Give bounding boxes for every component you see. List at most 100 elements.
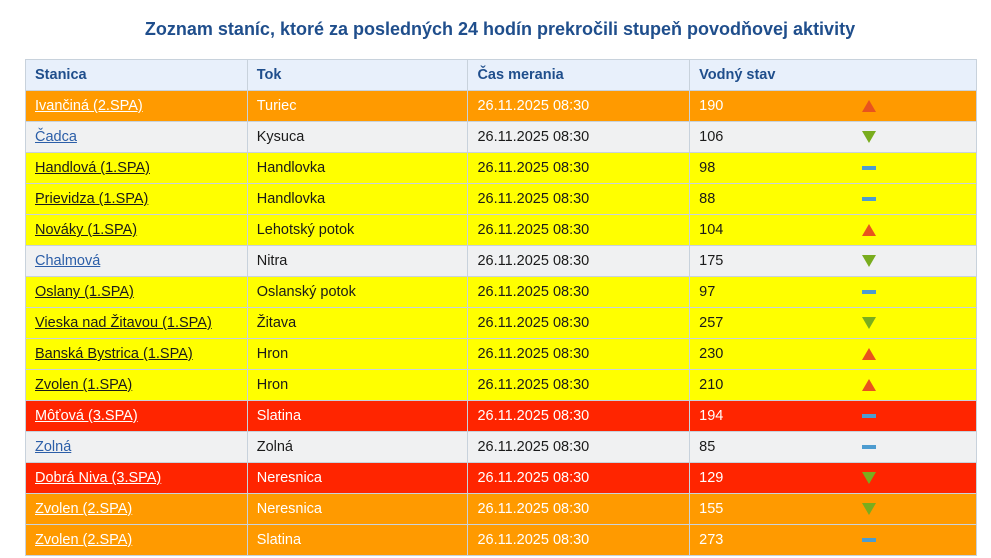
trend-flat-icon-shape bbox=[862, 414, 877, 418]
station-link[interactable]: Čadca bbox=[35, 129, 77, 145]
trend-flat-icon bbox=[859, 197, 879, 201]
trend-flat-icon-shape bbox=[862, 166, 877, 170]
station-cell: Zvolen (2.SPA) bbox=[25, 524, 248, 556]
table-row: Vieska nad Žitavou (1.SPA) Žitava 26.11.20… bbox=[25, 307, 977, 339]
time-cell: 26.11.2025 08:30 bbox=[467, 400, 691, 432]
trend-up-icon-shape bbox=[862, 100, 877, 112]
level-cell: 85 bbox=[689, 431, 977, 463]
trend-down-icon-shape bbox=[862, 472, 877, 484]
station-cell: Ivančiná (2.SPA) bbox=[25, 90, 248, 122]
time-cell: 26.11.2025 08:30 bbox=[467, 276, 691, 308]
station-link[interactable]: Zvolen (2.SPA) bbox=[35, 532, 133, 548]
river-cell: Nitra bbox=[246, 245, 469, 277]
page-title: Zoznam staníc, ktoré za posledných 24 ho… bbox=[144, 19, 856, 39]
station-link[interactable]: Zolná bbox=[35, 439, 72, 455]
river-cell: Slatina bbox=[246, 524, 469, 556]
trend-up-icon-shape bbox=[862, 348, 877, 360]
level-cell: 97 bbox=[689, 276, 977, 308]
trend-down-icon bbox=[859, 472, 879, 484]
station-link[interactable]: Ivančiná (2.SPA) bbox=[35, 98, 143, 114]
table-row: Čadca Kysuca 26.11.2025 08:30 106 bbox=[25, 121, 977, 153]
river-cell: Lehotský potok bbox=[246, 214, 469, 246]
trend-flat-icon-shape bbox=[862, 197, 877, 201]
time-cell: 26.11.2025 08:30 bbox=[467, 462, 691, 494]
station-link[interactable]: Zvolen (2.SPA) bbox=[35, 501, 133, 517]
river-cell: Neresnica bbox=[246, 462, 469, 494]
table-header-row: Stanica Tok Čas merania Vodný stav bbox=[25, 59, 977, 91]
table-row: Ivančiná (2.SPA) Turiec 26.11.2025 08:30 19… bbox=[25, 90, 977, 122]
trend-up-icon bbox=[859, 348, 879, 360]
water-level-value: 210 bbox=[699, 377, 724, 393]
time-cell: 26.11.2025 08:30 bbox=[467, 338, 691, 370]
level-cell: 210 bbox=[689, 369, 977, 401]
header-level: Vodný stav bbox=[689, 59, 977, 91]
water-level-value: 155 bbox=[699, 501, 724, 517]
trend-down-icon bbox=[859, 503, 879, 515]
water-level-value: 190 bbox=[699, 98, 724, 114]
river-cell: Hron bbox=[246, 338, 469, 370]
station-link[interactable]: Môťová (3.SPA) bbox=[35, 408, 138, 424]
level-cell: 155 bbox=[689, 493, 977, 525]
station-link[interactable]: Handlová (1.SPA) bbox=[35, 160, 150, 176]
station-link[interactable]: Zvolen (1.SPA) bbox=[35, 377, 133, 393]
level-cell: 273 bbox=[689, 524, 977, 556]
water-level-value: 97 bbox=[699, 284, 716, 300]
trend-down-icon bbox=[859, 255, 879, 267]
station-link[interactable]: Chalmová bbox=[35, 253, 101, 269]
time-cell: 26.11.2025 08:30 bbox=[467, 307, 691, 339]
water-level-value: 230 bbox=[699, 346, 724, 362]
time-cell: 26.11.2025 08:30 bbox=[467, 90, 691, 122]
time-cell: 26.11.2025 08:30 bbox=[467, 524, 691, 556]
station-link[interactable]: Vieska nad Žitavou (1.SPA) bbox=[35, 315, 212, 331]
trend-up-icon bbox=[859, 100, 879, 112]
table-row: Nováky (1.SPA) Lehotský potok 26.11.2025 0… bbox=[25, 214, 977, 246]
station-link[interactable]: Prievidza (1.SPA) bbox=[35, 191, 149, 207]
level-cell: 194 bbox=[689, 400, 977, 432]
water-level-value: 273 bbox=[699, 532, 724, 548]
level-cell: 104 bbox=[689, 214, 977, 246]
time-cell: 26.11.2025 08:30 bbox=[467, 214, 691, 246]
station-cell: Zolná bbox=[25, 431, 248, 463]
station-cell: Dobrá Niva (3.SPA) bbox=[25, 462, 248, 494]
water-level-value: 175 bbox=[699, 253, 724, 269]
river-cell: Turiec bbox=[246, 90, 469, 122]
level-cell: 106 bbox=[689, 121, 977, 153]
table-row: Prievidza (1.SPA) Handlovka 26.11.2025 08:… bbox=[25, 183, 977, 215]
station-link[interactable]: Dobrá Niva (3.SPA) bbox=[35, 470, 162, 486]
trend-down-icon-shape bbox=[862, 131, 877, 143]
station-cell: Môťová (3.SPA) bbox=[25, 400, 248, 432]
time-cell: 26.11.2025 08:30 bbox=[467, 369, 691, 401]
table-row: Zvolen (2.SPA) Neresnica 26.11.2025 08:30 1… bbox=[25, 493, 977, 525]
station-cell: Chalmová bbox=[25, 245, 248, 277]
table-row: Chalmová Nitra 26.11.2025 08:30 175 bbox=[25, 245, 977, 277]
station-cell: Nováky (1.SPA) bbox=[25, 214, 248, 246]
header-time: Čas merania bbox=[467, 59, 691, 91]
time-cell: 26.11.2025 08:30 bbox=[467, 183, 691, 215]
water-level-value: 129 bbox=[699, 470, 724, 486]
river-cell: Handlovka bbox=[246, 152, 469, 184]
station-link[interactable]: Nováky (1.SPA) bbox=[35, 222, 138, 238]
level-cell: 88 bbox=[689, 183, 977, 215]
station-link[interactable]: Oslany (1.SPA) bbox=[35, 284, 134, 300]
table-row: Handlová (1.SPA) Handlovka 26.11.2025 08:3… bbox=[25, 152, 977, 184]
trend-flat-icon-shape bbox=[862, 445, 877, 449]
time-cell: 26.11.2025 08:30 bbox=[467, 493, 691, 525]
time-cell: 26.11.2025 08:30 bbox=[467, 245, 691, 277]
river-cell: Slatina bbox=[246, 400, 469, 432]
station-cell: Prievidza (1.SPA) bbox=[25, 183, 248, 215]
water-level-value: 85 bbox=[699, 439, 716, 455]
trend-down-icon bbox=[859, 317, 879, 329]
table-row: Zvolen (2.SPA) Slatina 26.11.2025 08:30 273 bbox=[25, 524, 977, 556]
station-link[interactable]: Banská Bystrica (1.SPA) bbox=[35, 346, 193, 362]
water-level-value: 88 bbox=[699, 191, 716, 207]
level-cell: 98 bbox=[689, 152, 977, 184]
trend-flat-icon bbox=[859, 414, 879, 418]
river-cell: Žitava bbox=[246, 307, 469, 339]
table-row: Zvolen (1.SPA) Hron 26.11.2025 08:30 210 bbox=[25, 369, 977, 401]
river-cell: Hron bbox=[246, 369, 469, 401]
header-river: Tok bbox=[246, 59, 469, 91]
trend-flat-icon bbox=[859, 166, 879, 170]
level-cell: 230 bbox=[689, 338, 977, 370]
trend-up-icon-shape bbox=[862, 379, 877, 391]
table-row: Banská Bystrica (1.SPA) Hron 26.11.2025 08… bbox=[25, 338, 977, 370]
